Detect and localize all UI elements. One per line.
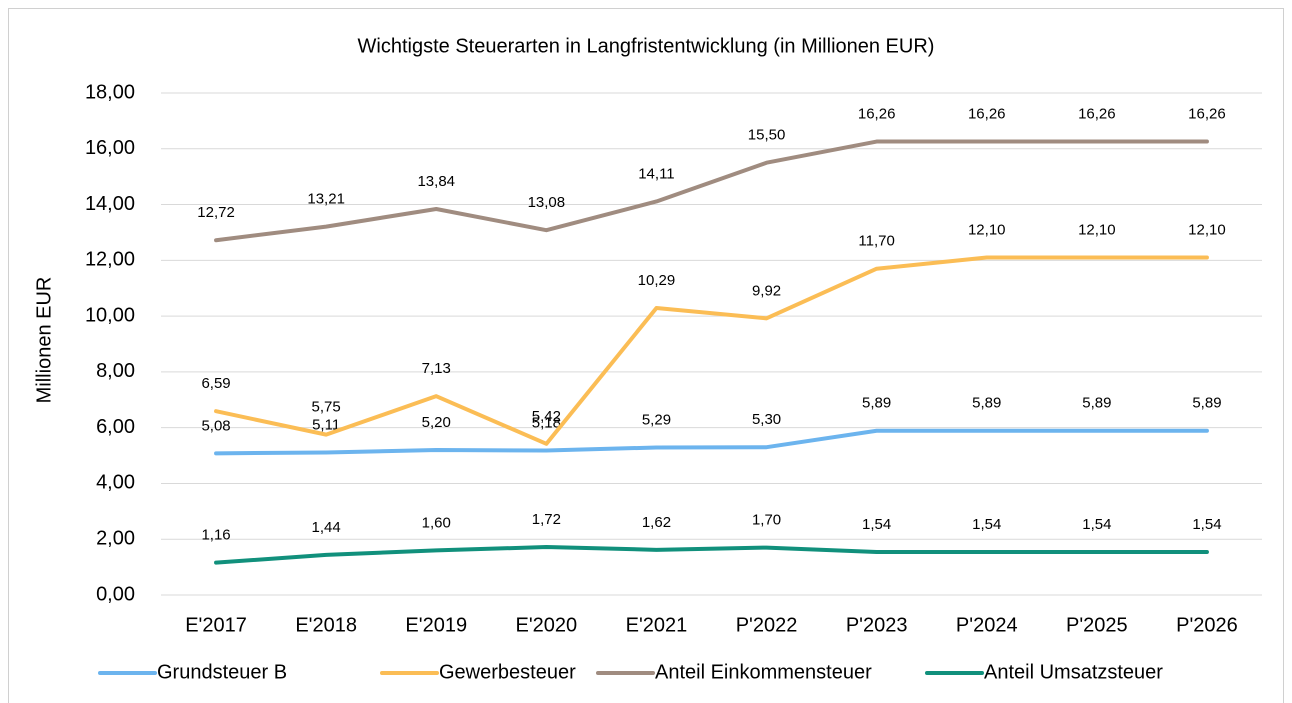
x-tick-label: P'2025 <box>1066 614 1128 636</box>
data-label: 5,89 <box>1082 395 1111 412</box>
legend-label: Anteil Umsatzsteuer <box>984 661 1163 683</box>
data-label: 13,84 <box>417 173 455 190</box>
x-tick-label: P'2026 <box>1176 614 1238 636</box>
y-tick-label: 14,00 <box>85 193 135 215</box>
series-line <box>214 428 1209 456</box>
y-tick-label: 4,00 <box>96 472 135 494</box>
y-tick-label: 8,00 <box>96 360 135 382</box>
data-label: 16,26 <box>858 105 896 122</box>
data-label: 1,54 <box>1082 516 1111 533</box>
x-tick-label: E'2020 <box>516 614 578 636</box>
y-tick-label: 2,00 <box>96 528 135 550</box>
x-tick-label: P'2022 <box>736 614 798 636</box>
data-label: 16,26 <box>1078 105 1116 122</box>
data-label: 5,89 <box>972 395 1001 412</box>
data-label: 11,70 <box>858 233 894 250</box>
y-tick-label: 0,00 <box>96 583 135 605</box>
data-label: 12,10 <box>1078 222 1116 239</box>
data-label: 1,44 <box>312 519 341 536</box>
y-tick-label: 18,00 <box>85 81 135 103</box>
data-label: 1,60 <box>422 514 451 531</box>
data-label: 13,21 <box>307 191 345 208</box>
data-label: 1,72 <box>532 511 561 528</box>
legend-label: Anteil Einkommensteuer <box>655 661 872 683</box>
x-tick-label: E'2017 <box>185 614 247 636</box>
data-label: 5,89 <box>862 395 891 412</box>
data-label: 1,70 <box>752 512 781 529</box>
data-label: 12,10 <box>968 222 1006 239</box>
series-line <box>214 545 1209 565</box>
data-label: 5,89 <box>1192 395 1221 412</box>
data-label: 1,62 <box>642 514 671 531</box>
data-label: 15,50 <box>748 127 786 144</box>
data-label: 16,26 <box>968 105 1006 122</box>
legend-label: Gewerbesteuer <box>439 661 576 683</box>
chart-frame <box>8 8 1284 703</box>
data-label: 6,59 <box>201 375 230 392</box>
x-tick-label: E'2018 <box>295 614 357 636</box>
data-label: 5,42 <box>532 408 561 425</box>
data-label: 1,54 <box>972 516 1001 533</box>
data-label: 13,08 <box>528 194 566 211</box>
legend-label: Grundsteuer B <box>157 661 287 683</box>
x-tick-label: E'2019 <box>405 614 467 636</box>
data-label: 5,75 <box>312 399 341 416</box>
x-tick-label: P'2024 <box>956 614 1018 636</box>
data-label: 5,20 <box>422 414 451 431</box>
y-tick-label: 6,00 <box>96 416 135 438</box>
series-line <box>214 139 1209 243</box>
data-label: 12,10 <box>1188 222 1226 239</box>
data-label: 5,29 <box>642 411 671 428</box>
data-label: 9,92 <box>752 282 781 299</box>
series-line <box>214 255 1209 446</box>
chart-title: Wichtigste Steuerarten in Langfristentwi… <box>358 35 935 57</box>
y-tick-label: 16,00 <box>85 137 135 159</box>
data-label: 16,26 <box>1188 105 1226 122</box>
data-label: 12,72 <box>197 204 235 221</box>
data-label: 5,18 <box>532 415 561 432</box>
data-label: 5,11 <box>312 416 340 433</box>
x-tick-label: E'2021 <box>626 614 688 636</box>
data-label: 1,54 <box>1192 516 1221 533</box>
data-label: 10,29 <box>638 272 676 289</box>
data-label: 7,13 <box>422 360 451 377</box>
y-tick-label: 12,00 <box>85 249 135 271</box>
y-tick-label: 10,00 <box>85 304 135 326</box>
x-tick-label: P'2023 <box>846 614 908 636</box>
data-label: 14,11 <box>638 165 674 182</box>
data-label: 1,16 <box>201 527 230 544</box>
data-label: 5,30 <box>752 411 781 428</box>
data-label: 5,08 <box>201 417 230 434</box>
y-axis-label: Millionen EUR <box>33 277 55 404</box>
data-label: 1,54 <box>862 516 891 533</box>
